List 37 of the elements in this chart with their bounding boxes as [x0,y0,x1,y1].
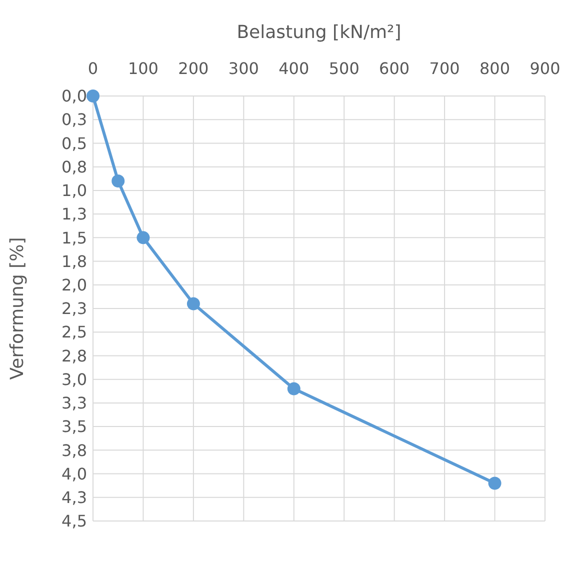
point [86,90,100,102]
point [112,174,125,188]
y-tick-label: 4,0 [62,464,87,484]
y-tick-label: 0,8 [62,157,87,176]
y-tick-label: 3,5 [62,417,87,436]
y-tick-label: 0,5 [62,134,87,153]
y-tick-label: 4,5 [62,512,87,531]
x-tick-label: 200 [178,59,209,78]
y-tick-label: 4,3 [62,488,87,507]
y-tick-label: 1,3 [62,204,87,224]
x-axis-title: Belastung [kN/m²] [236,22,402,43]
point [136,231,150,244]
y-tick-label: 1,8 [62,252,87,271]
y-tick-label: 0,3 [62,110,87,130]
y-tick-label: 3,3 [62,394,87,413]
y-tick-label: 1,5 [62,228,87,248]
x-tick-label: 800 [480,59,510,78]
y-axis-title: Verformung [%] [7,237,28,380]
y-tick-label: 1,0 [62,181,87,200]
x-tick-label: 300 [228,59,259,78]
y-tick-label: 2,5 [62,322,87,342]
y-tick-label: 0,0 [62,86,87,106]
y-tick-label: 2,3 [62,299,87,318]
y-tick-label: 3,8 [62,440,87,460]
x-tick-label: 100 [128,59,158,78]
point [287,382,300,396]
y-tick-label: 3,0 [62,370,87,389]
x-tick-label: 600 [379,59,410,78]
x-tick-label: 0 [88,59,98,78]
x-tick-label: 900 [530,59,560,78]
y-tick-label: 2,8 [62,346,87,366]
x-tick-label: 700 [429,59,460,78]
point [186,297,200,310]
point [488,476,502,490]
y-tick-label: 2,0 [62,275,87,294]
x-tick-label: 400 [278,59,310,78]
x-tick-label: 500 [328,59,360,78]
